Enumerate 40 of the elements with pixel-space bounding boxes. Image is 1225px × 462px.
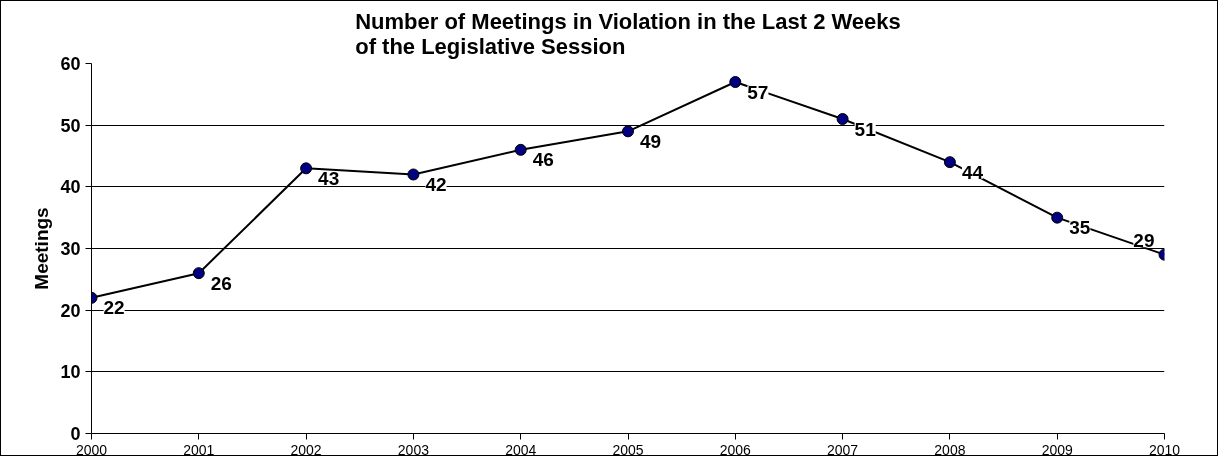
point — [622, 125, 634, 138]
data-label: 35 — [1069, 217, 1091, 239]
x-tick-label: 2009 — [1041, 441, 1073, 458]
data-label: 22 — [103, 297, 125, 319]
y-tick-label: 40 — [60, 177, 81, 198]
data-label: 49 — [640, 130, 662, 152]
x-tick-label: 2001 — [183, 441, 215, 458]
x-tick-label: 2007 — [827, 441, 859, 458]
y-tick-label: 60 — [60, 54, 81, 74]
point — [729, 76, 742, 88]
y-tick-label: 30 — [60, 239, 81, 259]
y-tick-label: 20 — [60, 300, 81, 321]
chart-title: Number of Meetings in Violation in the Last 2 Weeks of the Legislative Session — [355, 8, 901, 59]
x-tick-label: 2003 — [397, 441, 430, 458]
point — [836, 113, 849, 125]
x-tick-label: 2006 — [719, 441, 752, 458]
x-tick-label: 2008 — [934, 441, 966, 458]
y-axis-title: Meetings — [31, 207, 53, 290]
point — [1051, 211, 1064, 224]
data-label: 46 — [532, 149, 554, 171]
point — [943, 156, 956, 169]
point — [407, 168, 420, 181]
data-label: 43 — [318, 167, 340, 189]
data-label: 57 — [747, 81, 769, 103]
data-label: 44 — [961, 161, 984, 183]
data-label: 29 — [1133, 230, 1155, 252]
data-label: 42 — [425, 174, 447, 195]
x-tick-label: 2005 — [612, 441, 644, 458]
x-tick-label: 2004 — [505, 441, 537, 458]
point — [514, 143, 527, 156]
y-tick-label: 0 — [70, 424, 81, 444]
y-tick-label: 50 — [60, 115, 81, 136]
data-label: 26 — [210, 272, 232, 294]
y-tick-label: 10 — [60, 362, 81, 383]
point — [192, 267, 205, 280]
data-label: 51 — [854, 118, 877, 140]
x-tick-label: 2010 — [1148, 441, 1181, 458]
x-tick-label: 2000 — [75, 441, 108, 458]
x-tick-label: 2002 — [290, 441, 322, 458]
point — [300, 162, 313, 175]
